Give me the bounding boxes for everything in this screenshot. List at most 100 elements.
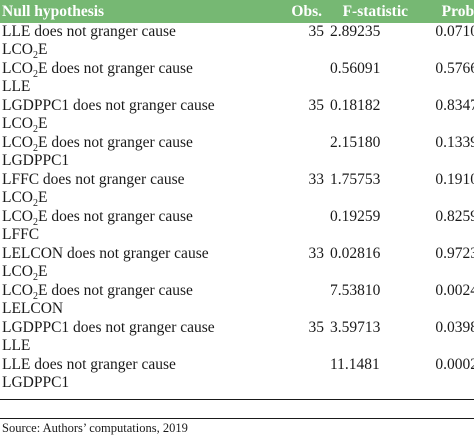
hypothesis-line-1: LCO2E does not granger cause <box>2 60 262 80</box>
header-null-hypothesis: Null hypothesis <box>0 0 262 23</box>
null-hypothesis-cell: LCO2E does not granger cause LLE <box>0 60 262 97</box>
f-statistic-cell: 2.89235 <box>330 23 381 40</box>
hypothesis-text: LCO <box>2 41 33 58</box>
table-row: LCO2E does not granger cause LGDPPC1 2.151… <box>0 134 474 171</box>
subscript: 2 <box>33 217 38 228</box>
obs-cell <box>262 134 330 171</box>
null-hypothesis-cell: LELCON does not granger cause LCO2E <box>0 245 262 283</box>
hypothesis-text: E does not granger cause <box>38 134 193 151</box>
table-bottom-rule <box>0 399 474 400</box>
header-obs: Obs. <box>262 0 330 23</box>
hypothesis-line-2: LCO2E <box>2 41 262 61</box>
prob-cell: 0.8347 <box>435 97 474 114</box>
table-row: LGDPPC1 does not granger cause LLE 35 3.597… <box>0 319 474 356</box>
hypothesis-text: LGDPPC1 does not granger cause <box>2 319 215 336</box>
table-row: LGDPPC1 does not granger cause LCO2E 35 0.1… <box>0 97 474 135</box>
hypothesis-text: E <box>38 41 48 58</box>
hypothesis-text: LLE <box>2 78 31 95</box>
hypothesis-line-2: LCO2E <box>2 263 262 283</box>
subscript: 2 <box>33 124 38 135</box>
hypothesis-text: LCO <box>2 263 33 280</box>
obs-cell <box>262 282 330 319</box>
null-hypothesis-cell: LGDPPC1 does not granger cause LCO2E <box>0 97 262 135</box>
hypothesis-text: LLE does not granger cause <box>2 356 176 373</box>
hypothesis-line-1: LELCON does not granger cause <box>2 245 262 263</box>
prob-cell: 0.0710 <box>435 23 474 40</box>
hypothesis-text: LGDPPC1 <box>2 374 70 391</box>
null-hypothesis-cell: LGDPPC1 does not granger cause LLE <box>0 319 262 356</box>
hypothesis-text: LELCON <box>2 300 64 317</box>
hypothesis-text: E <box>38 115 48 132</box>
hypothesis-line-2: LLE <box>2 337 262 355</box>
f-statistic-cell: 0.18182 <box>330 97 381 114</box>
obs-cell: 33 <box>308 245 325 262</box>
hypothesis-text: LCO <box>2 208 33 225</box>
obs-cell: 33 <box>308 171 325 188</box>
prob-cell: 0.5766 <box>435 60 474 77</box>
table-row: LCO2E does not granger cause LLE 0.56091 0.… <box>0 60 474 97</box>
prob-cell: 0.9723 <box>435 245 474 262</box>
hypothesis-text: LCO <box>2 282 33 299</box>
null-hypothesis-cell: LCO2E does not granger cause LGDPPC1 <box>0 134 262 171</box>
table-header: Null hypothesis Obs. F-statistic Prob. <box>0 0 474 23</box>
hypothesis-text: E <box>38 263 48 280</box>
subscript: 2 <box>33 69 38 80</box>
f-statistic-cell: 0.56091 <box>330 60 381 77</box>
hypothesis-text: LGDPPC1 does not granger cause <box>2 97 215 114</box>
f-statistic-cell: 0.19259 <box>330 208 381 225</box>
hypothesis-text: LCO <box>2 115 33 132</box>
hypothesis-text: LFFC does not granger cause <box>2 171 185 188</box>
subscript: 2 <box>33 291 38 302</box>
f-statistic-cell: 1.75753 <box>330 171 381 188</box>
hypothesis-text: E does not granger cause <box>38 60 193 77</box>
hypothesis-line-1: LGDPPC1 does not granger cause <box>2 319 262 337</box>
table-body: LLE does not granger cause LCO2E 35 2.89235… <box>0 23 474 393</box>
f-statistic-cell: 3.59713 <box>330 319 381 336</box>
hypothesis-text: E <box>38 189 48 206</box>
hypothesis-text: LGDPPC1 <box>2 152 70 169</box>
hypothesis-text: E does not granger cause <box>38 208 193 225</box>
f-statistic-cell: 0.02816 <box>330 245 381 262</box>
subscript: 2 <box>33 198 38 209</box>
hypothesis-line-2: LCO2E <box>2 115 262 135</box>
hypothesis-text: E does not granger cause <box>38 282 193 299</box>
hypothesis-text: LCO <box>2 60 33 77</box>
table-row: LLE does not granger cause LGDPPC1 11.1481… <box>0 356 474 393</box>
header-f-statistic: F-statistic <box>330 0 416 23</box>
hypothesis-line-1: LFFC does not granger cause <box>2 171 262 189</box>
hypothesis-line-2: LCO2E <box>2 189 262 209</box>
hypothesis-line-1: LCO2E does not granger cause <box>2 134 262 154</box>
null-hypothesis-cell: LCO2E does not granger cause LELCON <box>0 282 262 319</box>
f-statistic-cell: 11.1481 <box>330 356 380 373</box>
header-prob: Prob. <box>416 0 474 23</box>
obs-cell: 35 <box>308 319 325 336</box>
prob-cell: 0.0398 <box>435 319 474 336</box>
hypothesis-line-1: LCO2E does not granger cause <box>2 282 262 302</box>
hypothesis-line-2: LFFC <box>2 226 262 244</box>
null-hypothesis-cell: LLE does not granger cause LGDPPC1 <box>0 356 262 393</box>
hypothesis-text: LELCON does not granger cause <box>2 245 209 262</box>
header-row: Null hypothesis Obs. F-statistic Prob. <box>0 0 474 23</box>
hypothesis-text: LFFC <box>2 226 40 243</box>
prob-cell: 0.1910 <box>435 171 474 188</box>
granger-causality-table: Null hypothesis Obs. F-statistic Prob. L… <box>0 0 474 393</box>
table-row: LCO2E does not granger cause LELCON 7.5381… <box>0 282 474 319</box>
hypothesis-text: LLE <box>2 337 31 354</box>
prob-cell: 0.0024 <box>435 282 474 299</box>
subscript: 2 <box>33 143 38 154</box>
source-note: Source: Authors’ computations, 2019 <box>2 421 188 435</box>
prob-cell: 0.1339 <box>435 134 474 151</box>
hypothesis-line-2: LGDPPC1 <box>2 152 262 170</box>
null-hypothesis-cell: LLE does not granger cause LCO2E <box>0 23 262 61</box>
hypothesis-line-1: LCO2E does not granger cause <box>2 208 262 228</box>
hypothesis-line-1: LLE does not granger cause <box>2 356 262 374</box>
table-row: LELCON does not granger cause LCO2E 33 0.02… <box>0 245 474 283</box>
obs-cell <box>262 208 330 245</box>
subscript: 2 <box>33 50 38 61</box>
f-statistic-cell: 7.53810 <box>330 282 381 299</box>
prob-cell: 0.0002 <box>435 356 474 373</box>
null-hypothesis-cell: LFFC does not granger cause LCO2E <box>0 171 262 209</box>
subscript: 2 <box>33 272 38 283</box>
null-hypothesis-cell: LCO2E does not granger cause LFFC <box>0 208 262 245</box>
